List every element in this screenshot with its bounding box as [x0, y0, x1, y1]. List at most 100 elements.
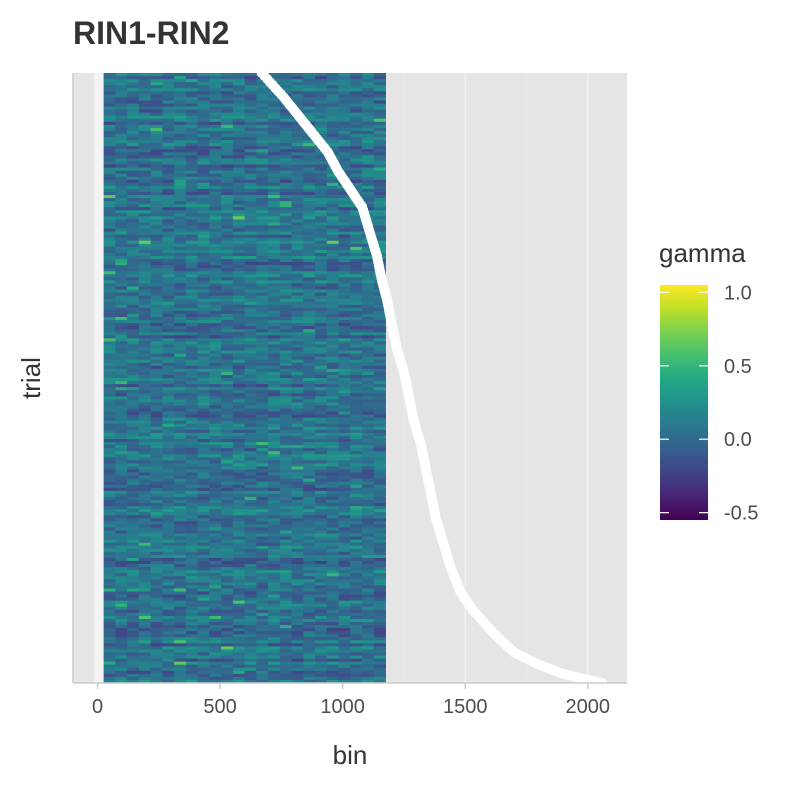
- heatmap-cell: [256, 518, 269, 522]
- heatmap-cell: [326, 640, 339, 644]
- heatmap-cell: [303, 585, 316, 589]
- heatmap-cell: [244, 490, 257, 495]
- heatmap-cell: [209, 240, 222, 245]
- heatmap-cell: [174, 618, 187, 623]
- heatmap-cell: [256, 85, 269, 89]
- heatmap-cell: [209, 658, 222, 663]
- heatmap-cell: [197, 289, 210, 293]
- heatmap-cell: [373, 484, 386, 489]
- heatmap-cell: [291, 317, 304, 321]
- heatmap-cell: [244, 371, 257, 376]
- heatmap-cell: [185, 466, 199, 470]
- heatmap-cell: [279, 402, 292, 406]
- heatmap-cell: [127, 426, 140, 431]
- heatmap-cell: [268, 371, 281, 376]
- heatmap-cell: [373, 374, 386, 379]
- heatmap-cell: [138, 594, 152, 598]
- heatmap-cell: [138, 676, 152, 681]
- heatmap-cell: [162, 353, 175, 358]
- heatmap-cell: [362, 411, 375, 415]
- heatmap-cell: [338, 679, 351, 684]
- heatmap-cell: [291, 509, 304, 513]
- heatmap-cell: [115, 393, 128, 397]
- heatmap-cell: [185, 597, 199, 602]
- heatmap-cell: [197, 112, 210, 117]
- heatmap-cell: [291, 268, 304, 272]
- heatmap-cell: [279, 490, 292, 495]
- heatmap-cell: [221, 673, 234, 678]
- heatmap-cell: [127, 73, 140, 77]
- heatmap-cell: [127, 414, 140, 419]
- heatmap-cell: [256, 130, 269, 135]
- heatmap-cell: [150, 310, 163, 315]
- heatmap-cell: [315, 551, 328, 556]
- heatmap-cell: [244, 237, 257, 242]
- heatmap-cell: [127, 573, 140, 577]
- heatmap-cell: [232, 143, 245, 147]
- heatmap-cell: [338, 381, 351, 385]
- heatmap-cell: [150, 423, 163, 428]
- heatmap-cell: [221, 289, 234, 293]
- heatmap-cell: [197, 454, 210, 458]
- heatmap-cell: [315, 234, 328, 239]
- heatmap-cell: [127, 396, 140, 400]
- heatmap-cell: [150, 676, 163, 681]
- heatmap-cell: [221, 432, 234, 437]
- heatmap-cell: [174, 158, 187, 162]
- heatmap-cell: [291, 496, 304, 501]
- heatmap-cell: [127, 606, 140, 611]
- heatmap-cell: [268, 655, 281, 659]
- heatmap-cell: [291, 97, 304, 101]
- heatmap-cell: [150, 146, 163, 150]
- heatmap-cell: [373, 323, 386, 327]
- heatmap-cell: [221, 500, 234, 504]
- heatmap-cell: [103, 615, 116, 620]
- heatmap-cell: [362, 112, 375, 117]
- heatmap-cell: [350, 591, 363, 595]
- heatmap-cell: [326, 582, 339, 586]
- heatmap-cell: [303, 326, 316, 330]
- heatmap-cell: [338, 481, 351, 486]
- heatmap-cell: [338, 420, 351, 425]
- heatmap-cell: [197, 88, 210, 92]
- heatmap-cell: [373, 588, 386, 592]
- heatmap-cell: [373, 435, 386, 440]
- heatmap-cell: [362, 371, 375, 376]
- heatmap-cell: [350, 76, 363, 80]
- heatmap-cell: [303, 551, 316, 556]
- heatmap-cell: [232, 201, 245, 205]
- heatmap-cell: [326, 390, 339, 394]
- heatmap-cell: [268, 460, 281, 464]
- heatmap-cell: [350, 600, 363, 605]
- heatmap-cell: [338, 265, 351, 269]
- heatmap-cell: [162, 646, 175, 650]
- heatmap-cell: [256, 646, 269, 650]
- heatmap-cell: [279, 378, 292, 382]
- heatmap-cell: [221, 127, 234, 132]
- heatmap-cell: [350, 274, 363, 278]
- heatmap-cell: [221, 411, 234, 415]
- heatmap-cell: [232, 225, 245, 229]
- heatmap-cell: [221, 545, 234, 550]
- heatmap-cell: [303, 106, 316, 110]
- heatmap-cell: [373, 530, 386, 534]
- heatmap-cell: [303, 265, 316, 269]
- heatmap-cell: [103, 420, 116, 425]
- heatmap-cell: [279, 161, 292, 165]
- heatmap-cell: [221, 371, 234, 376]
- heatmap-cell: [338, 594, 351, 598]
- heatmap-cell: [103, 341, 116, 345]
- heatmap-cell: [174, 225, 187, 229]
- heatmap-cell: [291, 347, 304, 351]
- heatmap-cell: [197, 210, 210, 214]
- heatmap-cell: [303, 643, 316, 647]
- heatmap-cell: [244, 249, 257, 254]
- heatmap-cell: [103, 521, 116, 525]
- heatmap-cell: [315, 530, 328, 534]
- heatmap-cell: [115, 152, 128, 156]
- heatmap-cell: [303, 161, 316, 165]
- heatmap-cell: [185, 301, 199, 306]
- heatmap-cell: [150, 609, 163, 614]
- heatmap-cell: [256, 170, 269, 175]
- heatmap-cell: [115, 506, 128, 510]
